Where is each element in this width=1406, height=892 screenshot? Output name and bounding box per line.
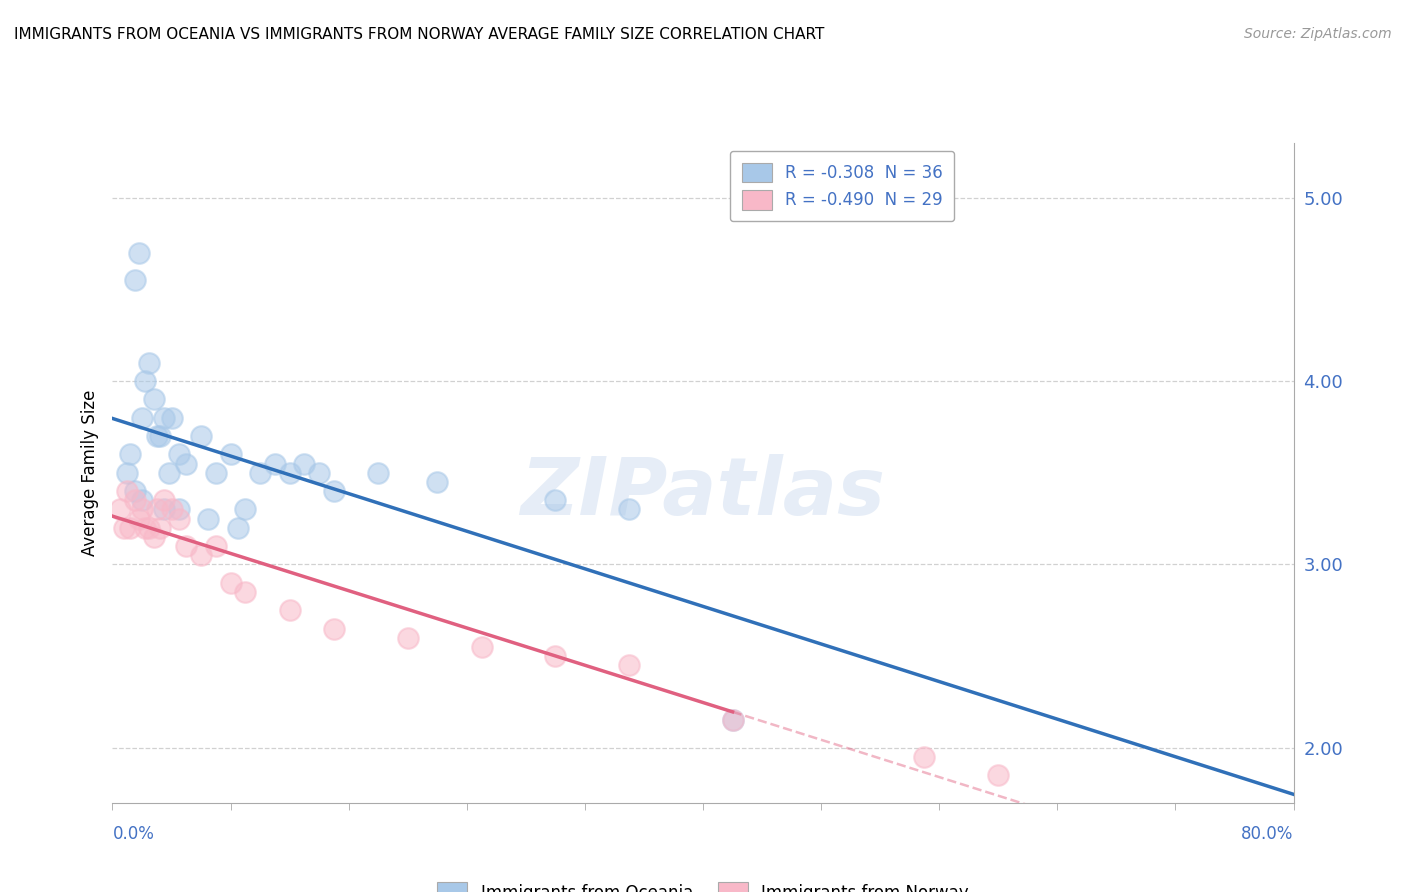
Y-axis label: Average Family Size: Average Family Size xyxy=(80,390,98,556)
Point xyxy=(117,466,138,480)
Point xyxy=(292,457,315,471)
Point xyxy=(142,392,165,407)
Point xyxy=(128,245,150,260)
Point xyxy=(138,356,160,370)
Point xyxy=(470,640,494,654)
Point xyxy=(146,502,169,516)
Point xyxy=(142,530,165,544)
Point xyxy=(987,768,1010,782)
Point xyxy=(146,429,169,443)
Point xyxy=(167,502,190,516)
Point xyxy=(278,603,301,617)
Text: IMMIGRANTS FROM OCEANIA VS IMMIGRANTS FROM NORWAY AVERAGE FAMILY SIZE CORRELATIO: IMMIGRANTS FROM OCEANIA VS IMMIGRANTS FR… xyxy=(14,27,824,42)
Point xyxy=(174,539,197,553)
Point xyxy=(131,410,153,425)
Legend: Immigrants from Oceania, Immigrants from Norway: Immigrants from Oceania, Immigrants from… xyxy=(426,871,980,892)
Point xyxy=(233,502,256,516)
Point xyxy=(426,475,449,489)
Point xyxy=(544,493,567,508)
Text: Source: ZipAtlas.com: Source: ZipAtlas.com xyxy=(1244,27,1392,41)
Point xyxy=(149,429,172,443)
Text: 80.0%: 80.0% xyxy=(1241,825,1294,843)
Point xyxy=(131,493,153,508)
Point xyxy=(367,466,389,480)
Point xyxy=(544,649,567,664)
Point xyxy=(149,521,172,535)
Point xyxy=(124,493,146,508)
Point xyxy=(167,511,190,525)
Point xyxy=(153,410,176,425)
Point xyxy=(190,429,212,443)
Point xyxy=(233,585,256,599)
Point xyxy=(249,466,271,480)
Point xyxy=(174,457,197,471)
Point xyxy=(721,714,744,728)
Point xyxy=(278,466,301,480)
Point xyxy=(264,457,287,471)
Point xyxy=(323,484,346,499)
Point xyxy=(396,631,419,645)
Point xyxy=(197,511,219,525)
Text: 0.0%: 0.0% xyxy=(112,825,155,843)
Point xyxy=(205,466,228,480)
Point xyxy=(124,484,146,499)
Point xyxy=(205,539,228,553)
Point xyxy=(226,521,249,535)
Point xyxy=(112,521,135,535)
Point xyxy=(721,714,744,728)
Point xyxy=(128,511,150,525)
Point xyxy=(160,502,183,516)
Point xyxy=(219,575,242,590)
Point xyxy=(619,658,641,673)
Point xyxy=(308,466,330,480)
Point xyxy=(323,622,346,636)
Point xyxy=(160,410,183,425)
Point xyxy=(134,374,156,388)
Point xyxy=(120,521,142,535)
Point xyxy=(134,521,156,535)
Point xyxy=(131,502,153,516)
Point xyxy=(914,750,936,764)
Point xyxy=(117,484,138,499)
Point xyxy=(219,447,242,461)
Point xyxy=(167,447,190,461)
Point xyxy=(138,521,160,535)
Point xyxy=(190,548,212,563)
Point xyxy=(124,273,146,287)
Point xyxy=(108,502,131,516)
Point xyxy=(153,493,176,508)
Point xyxy=(157,466,180,480)
Point xyxy=(153,502,176,516)
Point xyxy=(619,502,641,516)
Point xyxy=(120,447,142,461)
Text: ZIPatlas: ZIPatlas xyxy=(520,453,886,532)
